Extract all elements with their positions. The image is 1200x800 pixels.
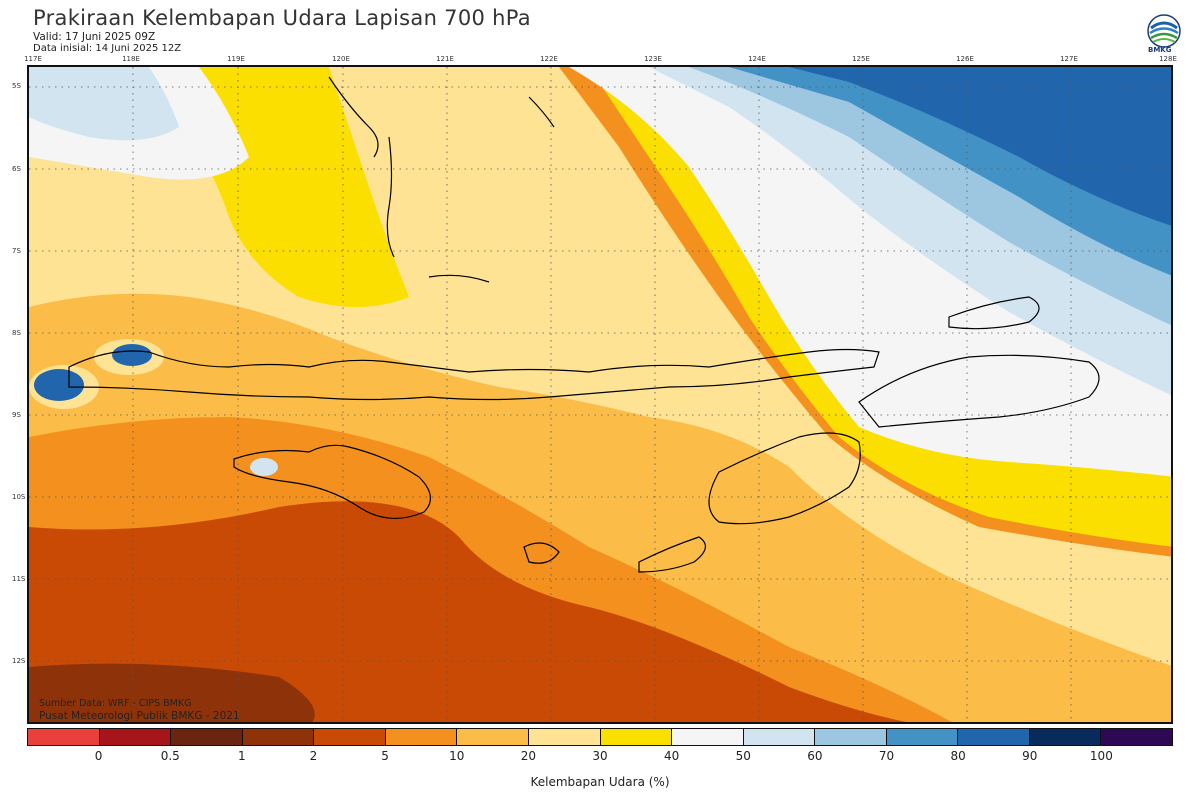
bmkg-logo <box>1147 14 1181 48</box>
lat-label: 12S <box>12 657 26 665</box>
colorbar-tick-label: 20 <box>520 749 537 763</box>
colorbar-tick-label: 2 <box>309 749 318 763</box>
colorbar-tick-label: 5 <box>381 749 389 763</box>
colorbar-segment <box>99 729 172 745</box>
colorbar-segment <box>958 729 1030 745</box>
colorbar-segment <box>457 729 529 745</box>
init-time: Data inisial: 14 Juni 2025 12Z <box>33 43 182 54</box>
coastlines <box>68 76 1100 573</box>
lat-label: 5S <box>12 82 21 90</box>
lon-label: 119E <box>227 55 245 63</box>
region-blue-60 <box>689 67 1171 326</box>
region-light-orange <box>29 266 1171 722</box>
blob-sumbawa <box>250 458 278 476</box>
colorbar-segment <box>886 729 959 745</box>
colorbar <box>27 728 1173 746</box>
lat-label: 8S <box>12 329 21 337</box>
colorbar-tick-label: 1 <box>238 749 246 763</box>
lon-label: 121E <box>436 55 454 63</box>
lon-label: 127E <box>1060 55 1078 63</box>
colorbar-tick-label: 40 <box>663 749 680 763</box>
lat-label: 11S <box>12 575 26 583</box>
colorbar-segment <box>314 729 386 745</box>
lat-label: 10S <box>12 493 26 501</box>
colorbar-segment <box>815 729 887 745</box>
colorbar-segment <box>242 729 315 745</box>
humidity-field <box>29 67 1171 722</box>
colorbar-tick-label: 50 <box>735 749 751 763</box>
colorbar-title: Kelembapan Udara (%) <box>530 775 670 789</box>
lat-label: 6S <box>12 165 21 173</box>
colorbar-tick-label: 0 <box>94 749 103 763</box>
colorbar-tick-label: 30 <box>592 749 608 763</box>
lon-label: 122E <box>540 55 558 63</box>
colorbar-segment <box>171 729 243 745</box>
region-light-blue-nw <box>29 67 179 141</box>
credit-source: Sumber Data: WRF - CIPS BMKG <box>39 698 192 709</box>
blob-west <box>34 369 84 401</box>
region-dark-south <box>29 663 315 722</box>
colorbar-tick-label: 80 <box>950 749 966 763</box>
bmkg-logo-text: BMKG <box>1148 46 1172 54</box>
lon-label: 120E <box>332 55 350 63</box>
humidity-map[interactable] <box>27 65 1173 724</box>
colorbar-segment <box>1101 729 1172 745</box>
region-20-30-south <box>29 501 907 722</box>
colorbar-segment <box>528 729 601 745</box>
colorbar-tick-label: 70 <box>878 749 895 763</box>
colorbar-segment <box>1029 729 1102 745</box>
colorbar-tick-label: 0.5 <box>160 749 180 763</box>
colorbar-segment <box>28 729 100 745</box>
colorbar-segment <box>743 729 816 745</box>
lat-label: 9S <box>12 411 21 419</box>
lon-label: 128E <box>1159 55 1177 63</box>
colorbar-tick-label: 60 <box>807 749 823 763</box>
valid-time: Valid: 17 Juni 2025 09Z <box>33 31 156 43</box>
region-yellow <box>449 67 1171 547</box>
lon-label: 118E <box>122 55 140 63</box>
credit-center: Pusat Meteorologi Publik BMKG - 2021 <box>39 710 240 722</box>
lon-label: 126E <box>956 55 974 63</box>
lon-label: 123E <box>644 55 662 63</box>
lat-label: 7S <box>12 247 21 255</box>
colorbar-segment <box>672 729 744 745</box>
lon-label: 117E <box>24 55 42 63</box>
colorbar-segment <box>600 729 673 745</box>
region-blue-80 <box>789 67 1171 226</box>
colorbar-tick-label: 100 <box>1089 749 1113 763</box>
colorbar-tick-label: 10 <box>449 749 465 763</box>
colorbar-tick-label: 90 <box>1022 749 1038 763</box>
lon-label: 124E <box>748 55 766 63</box>
blob-west <box>112 344 152 366</box>
colorbar-segment <box>385 729 458 745</box>
lon-label: 125E <box>852 55 870 63</box>
region-light-blue <box>649 67 1171 396</box>
page-title: Prakiraan Kelembapan Udara Lapisan 700 h… <box>33 6 531 30</box>
